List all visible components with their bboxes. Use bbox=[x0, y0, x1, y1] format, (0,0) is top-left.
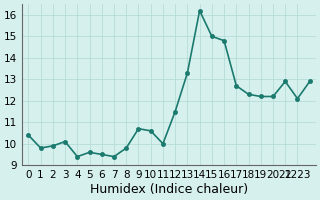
X-axis label: Humidex (Indice chaleur): Humidex (Indice chaleur) bbox=[90, 183, 248, 196]
